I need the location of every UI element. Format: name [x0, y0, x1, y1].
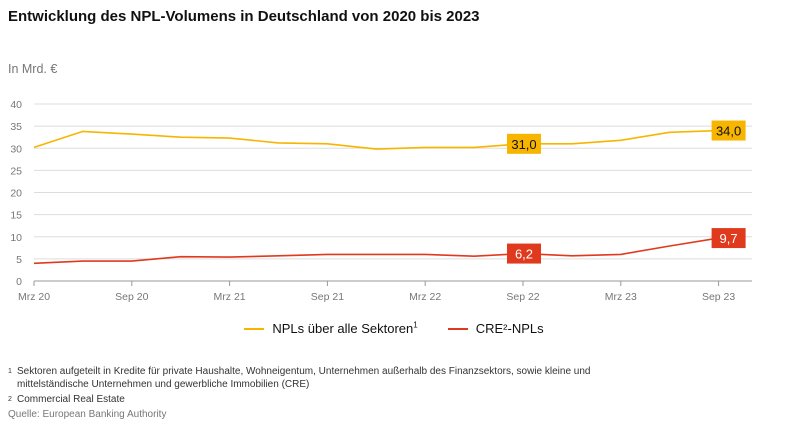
chart-title: Entwicklung des NPL-Volumens in Deutschl… [8, 8, 480, 25]
y-tick-label: 25 [10, 165, 22, 177]
x-tick-label: Mrz 21 [214, 291, 246, 303]
series-line-0 [33, 129, 719, 150]
data-label-box [711, 228, 746, 249]
y-tick-label: 40 [10, 99, 22, 111]
legend: NPLs über alle Sektoren1 CRE²-NPLs [0, 321, 788, 336]
x-tick-label: Mrz 23 [605, 291, 637, 303]
y-unit-label: In Mrd. € [8, 62, 58, 76]
data-label: 6,2 [515, 247, 533, 262]
footnote-2: 2 Commercial Real Estate [8, 393, 125, 406]
data-label: 9,7 [720, 231, 738, 246]
x-tick-label: Sep 21 [311, 291, 344, 303]
footnote-1-text: Sektoren aufgeteilt in Kredite für priva… [17, 366, 591, 390]
y-tick-label: 10 [10, 232, 22, 244]
footnote-1: 1 Sektoren aufgeteilt in Kredite für pri… [8, 365, 628, 391]
data-label-box [507, 243, 541, 264]
x-tick-label: Mrz 22 [409, 291, 441, 303]
y-tick-label: 15 [10, 210, 22, 222]
legend-swatch-cre-npl [447, 327, 468, 330]
y-tick-label: 35 [10, 121, 22, 133]
line-chart: 0 5 10 15 20 25 30 35 40 Mrz 20 Sep 20 Mrz 21 Sep 21… [10, 99, 752, 303]
y-tick-label: 5 [16, 254, 22, 266]
x-tick-label: Mrz 20 [18, 291, 50, 303]
legend-item-cre-npl: CRE²-NPLs [447, 321, 544, 336]
footnote-2-number: 2 [8, 396, 12, 403]
y-tick-label: 30 [10, 143, 22, 155]
footnote-2-text: Commercial Real Estate [17, 394, 125, 405]
legend-label-npl-all: NPLs über alle Sektoren1 [272, 320, 418, 336]
data-label-box [507, 133, 541, 154]
legend-item-npl-all: NPLs über alle Sektoren1 [244, 320, 418, 336]
legend-label-cre-npl: CRE²-NPLs [475, 321, 544, 336]
footnote-1-number: 1 [8, 368, 12, 375]
source-note: Quelle: European Banking Authority [8, 409, 167, 420]
data-label-box [711, 120, 746, 141]
data-label: 34,0 [716, 124, 741, 139]
x-tick-label: Sep 20 [115, 291, 148, 303]
legend-swatch-npl-all [244, 327, 265, 330]
series-line-1 [33, 237, 719, 265]
x-tick-label: Sep 22 [506, 291, 539, 303]
x-tick-label: Sep 23 [702, 291, 735, 303]
y-tick-label: 20 [10, 188, 22, 200]
y-tick-label: 0 [16, 276, 22, 288]
data-label: 31,0 [511, 137, 536, 152]
